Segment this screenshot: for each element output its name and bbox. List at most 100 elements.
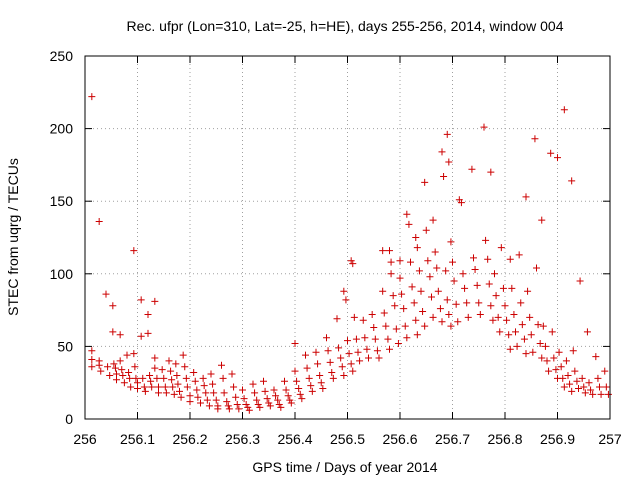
data-point bbox=[329, 374, 337, 382]
data-point bbox=[410, 299, 418, 307]
data-point bbox=[389, 292, 397, 300]
data-point bbox=[559, 374, 567, 382]
data-point bbox=[265, 399, 273, 407]
data-point bbox=[228, 370, 236, 378]
data-point bbox=[132, 374, 140, 382]
data-point bbox=[434, 287, 442, 295]
data-point bbox=[120, 379, 128, 387]
data-point bbox=[547, 149, 555, 157]
data-point bbox=[482, 236, 490, 244]
data-point bbox=[447, 322, 455, 330]
data-point bbox=[543, 357, 551, 365]
data-point bbox=[113, 376, 120, 384]
x-tick-label: 256.1 bbox=[120, 431, 155, 447]
data-point bbox=[531, 135, 539, 143]
data-point bbox=[380, 309, 388, 317]
data-point bbox=[489, 316, 497, 324]
data-point bbox=[88, 347, 96, 355]
data-point bbox=[197, 399, 204, 407]
x-tick-label: 256.4 bbox=[277, 431, 312, 447]
data-point bbox=[492, 292, 500, 300]
data-point bbox=[345, 350, 353, 358]
data-point bbox=[158, 366, 166, 374]
data-point bbox=[461, 284, 469, 292]
data-point bbox=[263, 395, 271, 403]
data-point bbox=[352, 335, 360, 343]
data-point bbox=[449, 258, 456, 266]
data-point bbox=[140, 383, 148, 391]
data-point bbox=[580, 383, 588, 391]
x-tick-label: 256.5 bbox=[330, 431, 365, 447]
data-point bbox=[176, 387, 183, 395]
data-point bbox=[225, 405, 233, 413]
data-point bbox=[578, 374, 586, 382]
data-point bbox=[281, 377, 288, 385]
data-point bbox=[554, 154, 561, 162]
data-point bbox=[575, 385, 582, 393]
data-point bbox=[202, 389, 210, 397]
data-point bbox=[95, 361, 103, 369]
data-point bbox=[323, 334, 330, 342]
data-point bbox=[181, 363, 189, 371]
data-point bbox=[491, 270, 498, 278]
data-point bbox=[324, 347, 332, 355]
data-point bbox=[230, 383, 238, 391]
data-point bbox=[386, 345, 393, 353]
data-point bbox=[585, 379, 593, 387]
data-point bbox=[541, 342, 549, 350]
data-point bbox=[88, 93, 96, 101]
data-point bbox=[194, 393, 202, 401]
data-point bbox=[144, 329, 152, 337]
x-tick-label: 257 bbox=[598, 431, 622, 447]
data-point bbox=[249, 380, 257, 388]
data-point bbox=[536, 339, 544, 347]
y-tick-label: 150 bbox=[50, 193, 74, 209]
data-point bbox=[363, 345, 371, 353]
data-point bbox=[499, 284, 507, 292]
data-point bbox=[333, 315, 341, 323]
axis-ticks bbox=[84, 55, 611, 420]
data-point bbox=[173, 371, 181, 379]
data-point bbox=[473, 281, 481, 289]
data-point bbox=[529, 348, 537, 356]
data-point bbox=[443, 130, 451, 138]
data-point bbox=[568, 387, 576, 395]
data-point bbox=[436, 305, 444, 313]
x-tick-labels: 256 256.1 256.2 256.3 256.4 256.5 256.6 256.7 25… bbox=[73, 431, 622, 447]
data-point bbox=[506, 345, 514, 353]
data-point bbox=[398, 290, 406, 298]
data-point bbox=[207, 370, 215, 378]
data-point bbox=[235, 405, 243, 413]
data-point bbox=[524, 287, 532, 295]
data-point bbox=[167, 367, 175, 375]
data-point bbox=[485, 280, 493, 288]
data-point bbox=[487, 168, 495, 176]
data-point bbox=[191, 377, 199, 385]
data-point bbox=[316, 371, 324, 379]
data-point bbox=[576, 277, 584, 285]
data-point bbox=[438, 318, 446, 326]
data-point bbox=[302, 351, 309, 359]
data-point bbox=[214, 405, 222, 413]
data-point bbox=[503, 316, 511, 324]
data-point bbox=[512, 328, 519, 336]
data-point bbox=[433, 264, 441, 272]
data-point bbox=[291, 339, 299, 347]
data-point bbox=[571, 367, 579, 375]
data-point bbox=[200, 382, 208, 390]
data-point bbox=[468, 165, 476, 173]
data-point bbox=[349, 260, 357, 268]
data-point bbox=[454, 318, 462, 326]
data-point bbox=[463, 299, 471, 307]
data-point bbox=[165, 357, 173, 365]
data-point bbox=[125, 369, 133, 377]
data-point bbox=[417, 287, 425, 295]
data-point bbox=[179, 351, 187, 359]
x-tick-label: 256 bbox=[73, 431, 97, 447]
data-point bbox=[413, 331, 421, 339]
data-point bbox=[496, 328, 504, 336]
data-point bbox=[403, 334, 411, 342]
data-point bbox=[442, 267, 450, 275]
data-point bbox=[391, 302, 399, 310]
data-point bbox=[583, 328, 591, 336]
